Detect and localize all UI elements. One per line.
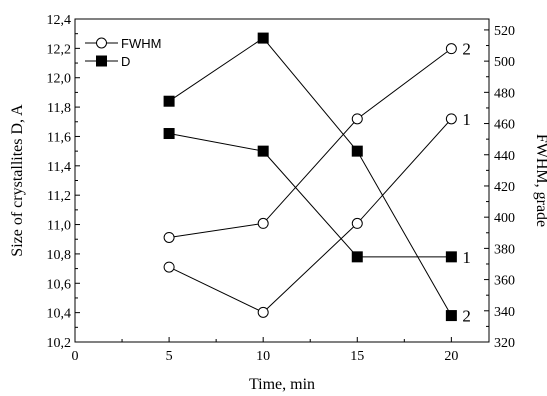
y-left-tick-label: 11,0	[47, 219, 71, 234]
y-right-tick-label: 340	[494, 305, 515, 320]
y-left-tick-label: 10,4	[47, 307, 72, 322]
data-point	[257, 306, 269, 318]
y-right-tick-label: 480	[494, 86, 515, 101]
y-left-tick-label: 10,2	[47, 336, 72, 351]
legend-label: FWHM	[121, 36, 161, 51]
series-line	[168, 37, 452, 316]
legend-marker	[96, 37, 107, 49]
y-left-tick-label: 10,8	[47, 248, 72, 263]
y-left-tick-label: 12,2	[47, 42, 72, 57]
legend-marker	[96, 55, 107, 67]
y-right-tick-label: 400	[494, 211, 515, 226]
y-right-tick-label: 360	[494, 274, 515, 289]
series-layer: 2 1 2 1	[163, 32, 471, 326]
data-point	[445, 43, 457, 55]
series-line	[168, 133, 452, 258]
data-point	[163, 95, 175, 107]
legend-label: D	[121, 54, 130, 69]
data-point	[163, 231, 175, 243]
curve-label: 2	[462, 307, 471, 326]
y-left-tick-label: 12,4	[47, 13, 72, 28]
data-point	[163, 261, 175, 273]
y-right-tick-label: 500	[494, 55, 515, 70]
x-tick-label: 5	[166, 349, 173, 364]
data-point	[351, 217, 363, 229]
series-d-2: 2	[163, 32, 471, 326]
y-left-tick-label: 11,6	[47, 130, 71, 145]
data-point	[351, 251, 363, 263]
data-point	[257, 32, 269, 44]
y-left-axis-title: Size of crystallites D, A	[9, 104, 26, 257]
x-axis-title: Time, min	[249, 376, 315, 393]
y-right-tick-label: 420	[494, 180, 515, 195]
series-line	[168, 118, 452, 313]
data-point	[257, 217, 269, 229]
x-tick-label: 15	[350, 349, 364, 364]
curve-label: 1	[462, 248, 471, 267]
y-left-tick-label: 11,4	[47, 160, 71, 175]
series-fwhm-2: 2	[163, 40, 471, 243]
x-tick-label: 10	[256, 349, 270, 364]
y-right-axis-title: FWHM, grade	[533, 134, 547, 227]
data-point	[163, 128, 175, 140]
data-point	[257, 145, 269, 157]
y-right-tick-label: 440	[494, 149, 515, 164]
y-left-tick-label: 11,2	[47, 189, 71, 204]
y-left-tick-label: 11,8	[47, 101, 71, 116]
curve-label: 1	[462, 110, 471, 129]
axes: 0 5 10 15 2010,210,410,610,811,011,211,411,6…	[9, 13, 547, 393]
legend: FWHM D	[85, 36, 161, 69]
data-point	[351, 113, 363, 125]
y-right-tick-label: 320	[494, 336, 515, 351]
data-point	[445, 251, 457, 263]
data-point	[351, 145, 363, 157]
y-right-tick-label: 460	[494, 118, 515, 133]
x-tick-label: 0	[72, 349, 79, 364]
curve-label: 2	[462, 40, 471, 59]
y-right-tick-label: 380	[494, 242, 515, 257]
series-fwhm-1: 1	[163, 110, 471, 318]
x-tick-label: 20	[444, 349, 458, 364]
series-line	[169, 48, 452, 238]
y-right-tick-label: 520	[494, 24, 515, 39]
data-point	[445, 310, 457, 322]
data-point	[445, 113, 457, 125]
y-left-tick-label: 12,0	[47, 72, 72, 87]
series-d-1: 1	[163, 128, 471, 267]
y-left-tick-label: 10,6	[47, 277, 72, 292]
